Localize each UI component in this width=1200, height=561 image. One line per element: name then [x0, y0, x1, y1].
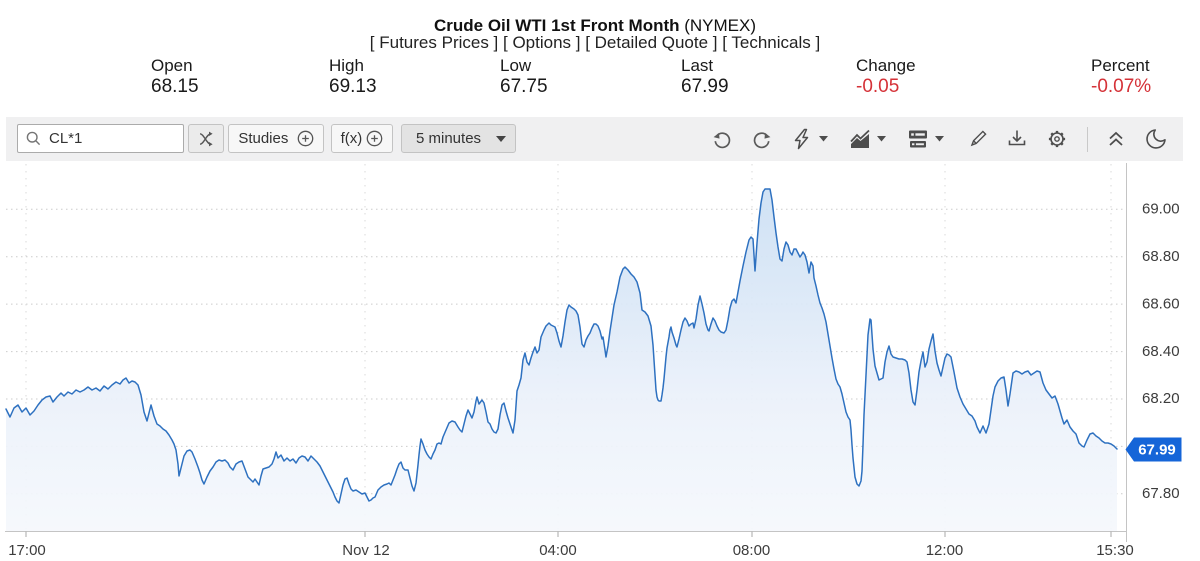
svg-text:Nov 12: Nov 12 [342, 542, 390, 559]
svg-text:67.99: 67.99 [1138, 442, 1176, 459]
svg-text:68.80: 68.80 [1142, 248, 1180, 265]
svg-text:68.60: 68.60 [1142, 295, 1180, 312]
svg-text:12:00: 12:00 [926, 542, 964, 559]
svg-text:68.40: 68.40 [1142, 343, 1180, 360]
svg-text:17:00: 17:00 [8, 542, 46, 559]
svg-text:04:00: 04:00 [539, 542, 577, 559]
svg-text:67.80: 67.80 [1142, 485, 1180, 502]
svg-text:08:00: 08:00 [733, 542, 771, 559]
svg-text:68.20: 68.20 [1142, 390, 1180, 407]
svg-text:15:30: 15:30 [1096, 542, 1134, 559]
svg-text:69.00: 69.00 [1142, 201, 1180, 218]
